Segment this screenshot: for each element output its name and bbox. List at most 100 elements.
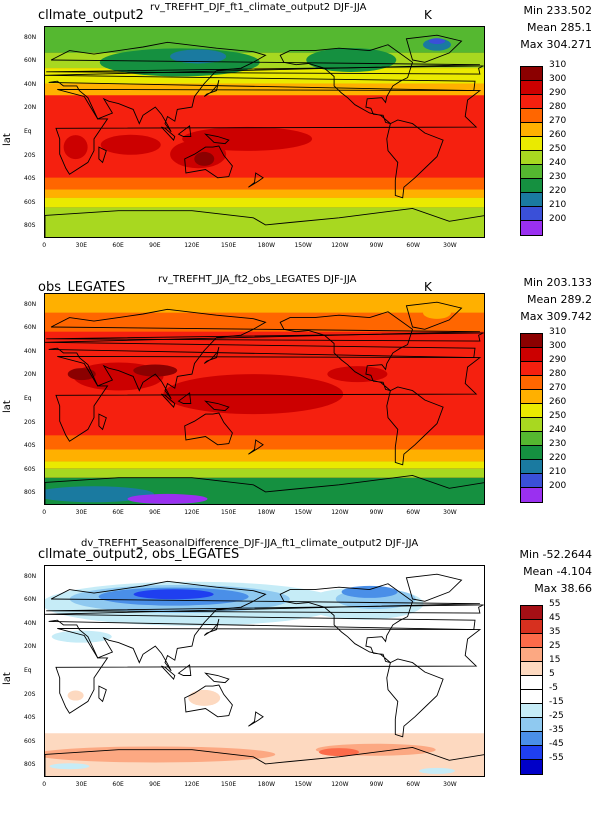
colorbar-label: 300 <box>549 341 567 351</box>
colorbar-swatch <box>521 67 542 81</box>
colorbar-label: 290 <box>549 88 567 98</box>
lat-tick-label: 80N <box>24 300 37 308</box>
colorbar-label: 15 <box>549 655 561 665</box>
colorbar-label: 270 <box>549 116 567 126</box>
lat-tick-label: 80S <box>24 761 36 769</box>
lat-tick-label: 80S <box>24 222 36 230</box>
lat-tick-label: 40N <box>24 80 37 88</box>
lat-tick-label: 20N <box>24 104 37 112</box>
map-plot <box>44 565 485 777</box>
lon-tick-label: 150E <box>220 509 237 516</box>
colorbar-swatch <box>521 620 542 634</box>
lat-tick-label: 20S <box>24 418 36 426</box>
colorbar-label: 310 <box>549 327 567 337</box>
lat-tick-label: 40S <box>24 442 36 450</box>
lon-tick-label: 60E <box>112 781 124 788</box>
colorbar-swatch <box>521 634 542 648</box>
lon-tick-label: 120E <box>184 781 200 788</box>
colorbar-swatch <box>521 760 542 774</box>
stat-mean: Mean 289.2 <box>527 293 592 306</box>
colorbar-label: 240 <box>549 158 567 168</box>
y-axis-label: lat <box>2 400 13 413</box>
colorbar-swatch <box>521 488 542 502</box>
panel-title-center: dv_TREFHT_SeasonalDifference_DJF-JJA_ft1… <box>81 538 419 549</box>
colorbar-label: -55 <box>549 753 564 763</box>
lat-tick-label: 80N <box>24 33 37 41</box>
lat-tick-label: 60S <box>24 737 36 745</box>
panel-title-left: cllmate_output2, obs_LEGATES <box>38 547 240 562</box>
y-axis-label: lat <box>2 672 13 685</box>
stat-max: Max 304.271 <box>520 38 592 51</box>
panel-title-center: rv_TREFHT_JJA_ft2_obs_LEGATES DJF-JJA <box>158 274 357 285</box>
colorbar-swatch <box>521 690 542 704</box>
lon-tick-label: 90E <box>149 509 161 516</box>
units-label: K <box>424 280 432 294</box>
colorbar-swatch <box>521 746 542 760</box>
lon-tick-label: 150W <box>294 242 312 249</box>
stats-box: Min -52.2644 Mean -4.104 Max 38.66 <box>520 546 592 597</box>
colorbar-swatch <box>521 193 542 207</box>
lat-tick-label: 40S <box>24 714 36 722</box>
stat-max: Max 309.742 <box>520 310 592 323</box>
lon-tick-label: 30W <box>443 242 457 249</box>
colorbar-label: 210 <box>549 200 567 210</box>
lon-tick-label: 60E <box>112 242 124 249</box>
colorbar-swatch <box>521 460 542 474</box>
colorbar-swatch <box>521 137 542 151</box>
stat-mean: Mean -4.104 <box>523 565 592 578</box>
stats-box: Min 203.133 Mean 289.2 Max 309.742 <box>520 274 592 325</box>
lon-tick-label: 90W <box>369 242 384 249</box>
lon-tick-label: 60W <box>406 509 420 516</box>
colorbar-swatch <box>521 165 542 179</box>
lon-tick-label: 120E <box>184 242 200 249</box>
panel-title-left: cllmate_output2 <box>38 8 144 23</box>
lon-tick-label: 60E <box>112 509 124 516</box>
colorbar-label: 270 <box>549 383 567 393</box>
colorbar-label: 230 <box>549 172 567 182</box>
colorbar-label: -35 <box>549 725 564 735</box>
colorbar-label: 5 <box>549 669 555 679</box>
lat-tick-label: Eq <box>24 667 32 674</box>
colorbar-swatch <box>521 648 542 662</box>
lon-tick-label: 180W <box>257 781 276 788</box>
lon-tick-label: 30E <box>75 509 88 516</box>
colorbar-swatch <box>521 109 542 123</box>
lat-tick-label: 20S <box>24 151 36 159</box>
lat-tick-label: 80N <box>24 572 37 580</box>
map-svg <box>45 566 484 776</box>
colorbar-swatch <box>521 207 542 221</box>
lon-tick-label: 90W <box>369 509 384 516</box>
panel-climate-output2: cllmate_output2 rv_TREFHT_DJF_ft1_climate… <box>0 0 606 270</box>
colorbar-label: 250 <box>549 144 567 154</box>
colorbar-label: 220 <box>549 453 567 463</box>
lon-tick-label: 30W <box>443 781 457 788</box>
lon-tick-label: 150W <box>294 509 312 516</box>
lat-tick-label: 20S <box>24 690 36 698</box>
lon-tick-label: 60W <box>406 781 420 788</box>
colorbar-swatch <box>521 606 542 620</box>
colorbar-swatch <box>521 418 542 432</box>
lon-tick-label: 30E <box>75 242 88 249</box>
lat-tick-label: 60S <box>24 465 36 473</box>
colorbar-swatch <box>521 123 542 137</box>
map-plot <box>44 293 485 505</box>
colorbar-swatch <box>521 704 542 718</box>
colorbar-label: 280 <box>549 102 567 112</box>
colorbar <box>520 66 543 236</box>
lat-tick-label: 80S <box>24 489 36 497</box>
colorbar <box>520 333 543 503</box>
colorbar-label: 25 <box>549 641 561 651</box>
colorbar-swatch <box>521 732 542 746</box>
lon-tick-label: 150W <box>294 781 312 788</box>
lat-tick-label: 20N <box>24 643 37 651</box>
colorbar-label: 210 <box>549 467 567 477</box>
lon-tick-label: 150E <box>220 781 237 788</box>
colorbar-swatch <box>521 362 542 376</box>
colorbar-label: 55 <box>549 599 561 609</box>
colorbar-swatch <box>521 432 542 446</box>
colorbar-label: -15 <box>549 697 564 707</box>
colorbar-swatch <box>521 404 542 418</box>
panel-title-left: obs_LEGATES <box>38 280 126 295</box>
stat-mean: Mean 285.1 <box>527 21 592 34</box>
stat-max: Max 38.66 <box>534 582 592 595</box>
